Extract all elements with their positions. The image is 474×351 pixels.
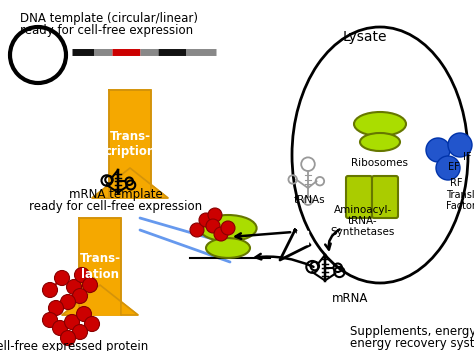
Circle shape [190, 223, 204, 237]
Circle shape [61, 294, 75, 310]
FancyBboxPatch shape [372, 176, 398, 218]
Circle shape [73, 289, 88, 304]
Circle shape [76, 306, 91, 322]
Text: Aminoacyl-: Aminoacyl- [334, 205, 392, 215]
Polygon shape [297, 231, 308, 244]
Circle shape [73, 325, 88, 339]
Text: tRNAs: tRNAs [294, 195, 326, 205]
Bar [79, 218, 121, 315]
Circle shape [84, 317, 100, 331]
Ellipse shape [360, 133, 400, 151]
Ellipse shape [206, 238, 250, 258]
Circle shape [208, 208, 222, 222]
Text: IF: IF [463, 152, 472, 162]
Ellipse shape [354, 112, 406, 136]
Text: Factors: Factors [446, 201, 474, 211]
Text: mRNA template: mRNA template [69, 188, 163, 201]
Text: Ribosomes: Ribosomes [352, 158, 409, 168]
Text: ready for cell-free expression: ready for cell-free expression [20, 24, 193, 37]
Circle shape [206, 219, 220, 233]
FancyBboxPatch shape [346, 176, 372, 218]
Text: Lysate: Lysate [343, 30, 387, 44]
Circle shape [199, 213, 213, 227]
Circle shape [214, 227, 228, 241]
Circle shape [82, 278, 98, 292]
Circle shape [48, 300, 64, 316]
Bar [109, 90, 151, 198]
Text: Supplements, energy,: Supplements, energy, [350, 325, 474, 338]
Circle shape [61, 331, 75, 345]
Circle shape [43, 283, 57, 298]
Text: ready for cell-free expression: ready for cell-free expression [29, 200, 202, 213]
Text: mRNA: mRNA [332, 292, 368, 305]
Polygon shape [62, 285, 138, 315]
Circle shape [74, 267, 90, 283]
Circle shape [448, 133, 472, 157]
Circle shape [66, 279, 82, 294]
Text: DNA template (circular/linear): DNA template (circular/linear) [20, 12, 198, 25]
Text: tRNA-: tRNA- [348, 216, 378, 226]
Polygon shape [92, 168, 168, 198]
Circle shape [436, 156, 460, 180]
Text: RF: RF [450, 178, 463, 188]
Circle shape [64, 314, 80, 330]
Text: Trans-
cription: Trans- cription [104, 130, 155, 158]
Ellipse shape [200, 215, 256, 241]
Text: Synthetases: Synthetases [331, 227, 395, 237]
Text: Cell-free expressed protein: Cell-free expressed protein [0, 340, 148, 351]
Text: energy recovery system: energy recovery system [350, 337, 474, 350]
Circle shape [43, 312, 57, 327]
Circle shape [53, 320, 67, 336]
Text: EF: EF [448, 162, 460, 172]
Ellipse shape [292, 27, 468, 283]
Text: Trans-
lation: Trans- lation [80, 252, 120, 280]
Circle shape [55, 271, 70, 285]
Circle shape [426, 138, 450, 162]
Text: Translation: Translation [446, 190, 474, 200]
Circle shape [221, 221, 235, 235]
Polygon shape [280, 230, 310, 260]
